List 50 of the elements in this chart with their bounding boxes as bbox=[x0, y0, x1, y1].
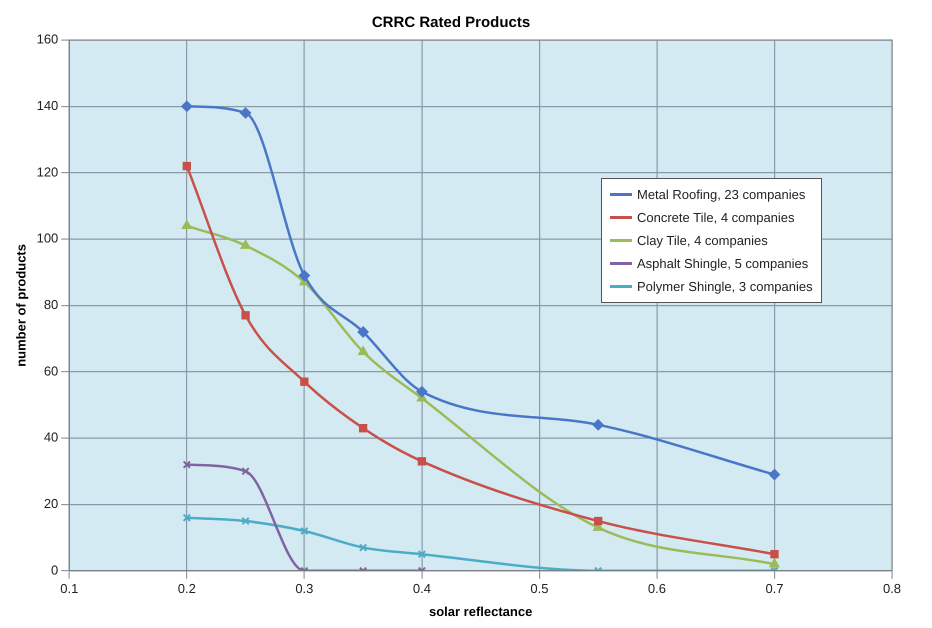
x-axis-title: solar reflectance bbox=[428, 604, 532, 619]
point bbox=[182, 460, 191, 469]
point bbox=[240, 107, 252, 118]
legend-label: Concrete Tile, 4 companies bbox=[637, 210, 795, 225]
point bbox=[592, 419, 604, 430]
x-tick-label: 0.5 bbox=[530, 581, 548, 596]
y-tick-label: 40 bbox=[44, 430, 58, 445]
point bbox=[241, 311, 250, 320]
point bbox=[240, 240, 250, 249]
x-tick-label: 0.4 bbox=[412, 581, 431, 596]
point bbox=[770, 550, 779, 558]
point bbox=[241, 516, 250, 526]
y-axis-title: number of products bbox=[13, 244, 28, 367]
point bbox=[358, 346, 368, 356]
point bbox=[358, 543, 368, 552]
point bbox=[358, 424, 368, 432]
y-tick-label: 100 bbox=[36, 230, 58, 246]
y-tick-label: 20 bbox=[44, 496, 58, 512]
y-tick-label: 0 bbox=[51, 562, 58, 578]
point bbox=[418, 457, 426, 466]
y-tick-label: 120 bbox=[36, 164, 58, 180]
point bbox=[418, 550, 426, 558]
point bbox=[300, 526, 309, 536]
point bbox=[182, 220, 192, 230]
y-tick-label: 140 bbox=[36, 98, 58, 113]
x-tick-label: 0.2 bbox=[178, 581, 196, 596]
point bbox=[182, 162, 191, 170]
point bbox=[241, 467, 250, 476]
point bbox=[770, 558, 780, 568]
point bbox=[181, 100, 192, 112]
legend-label: Metal Roofing, 23 companies bbox=[637, 187, 806, 202]
x-tick-label: 0.7 bbox=[765, 581, 784, 596]
y-tick-label: 60 bbox=[44, 363, 58, 378]
point bbox=[416, 386, 428, 398]
legend-label: Clay Tile, 4 companies bbox=[637, 233, 768, 248]
chart-title: CRRC Rated Products bbox=[372, 14, 530, 32]
point bbox=[298, 270, 310, 282]
y-tick-label: 160 bbox=[36, 32, 58, 47]
x-tick-label: 0.6 bbox=[648, 581, 666, 596]
point bbox=[358, 326, 369, 338]
legend-label: Polymer Shingle, 3 companies bbox=[637, 279, 813, 294]
y-tick-label: 80 bbox=[44, 296, 58, 312]
point bbox=[182, 514, 191, 522]
x-tick-label: 0.8 bbox=[882, 581, 902, 596]
x-tick-label: 0.3 bbox=[295, 581, 314, 596]
point bbox=[300, 378, 309, 386]
x-tick-label: 0.1 bbox=[60, 581, 78, 596]
point bbox=[768, 469, 780, 480]
point bbox=[594, 516, 602, 526]
legend-label: Asphalt Shingle, 5 companies bbox=[637, 256, 808, 271]
